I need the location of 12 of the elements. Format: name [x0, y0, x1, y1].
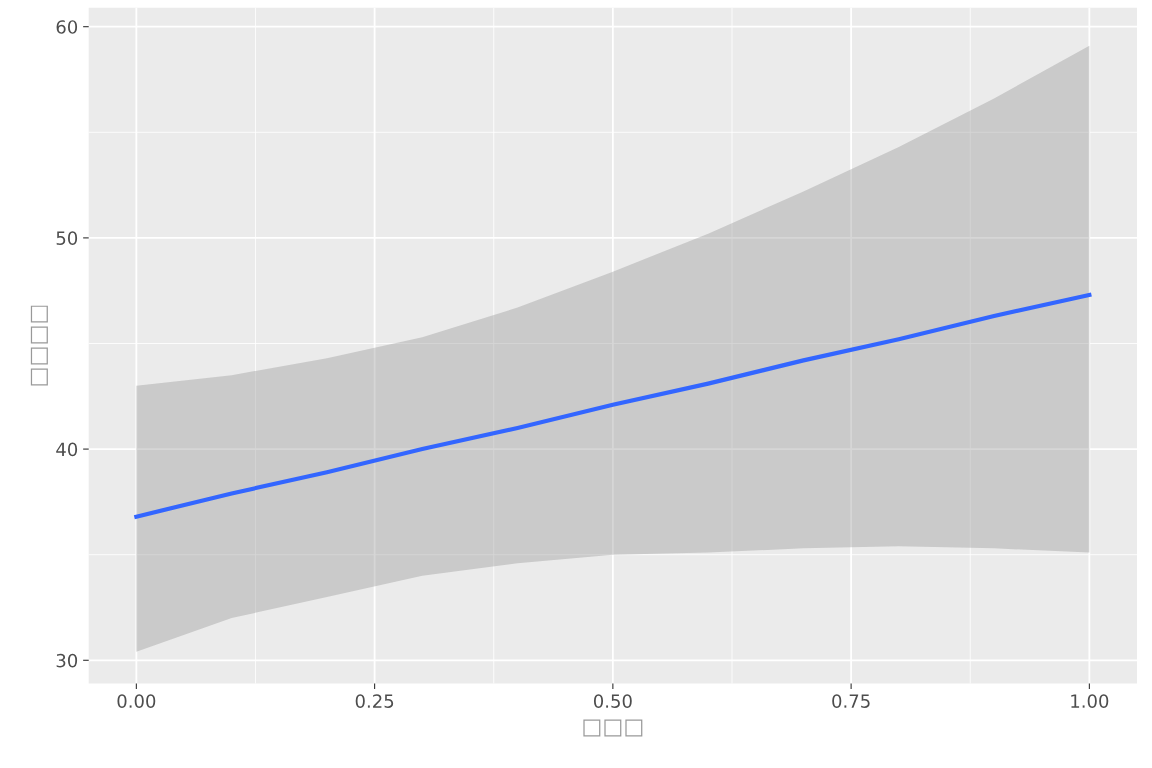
x-axis-title: □□□: [583, 719, 643, 737]
y-tick-label: 50: [56, 231, 78, 245]
x-tick-label: 0.00: [117, 694, 156, 708]
y-tick-label: 40: [56, 442, 78, 457]
line-series: [134, 292, 1092, 519]
x-tick-label: 0.25: [355, 694, 394, 708]
y-tick-label: 30: [56, 653, 78, 668]
y-tick-label: 60: [56, 20, 78, 34]
x-tick-label: 0.50: [593, 694, 632, 708]
x-tick-label: 0.75: [832, 694, 870, 708]
y-axis-title: □□□□: [30, 305, 48, 386]
x-tick-label: 1.00: [1071, 694, 1109, 708]
